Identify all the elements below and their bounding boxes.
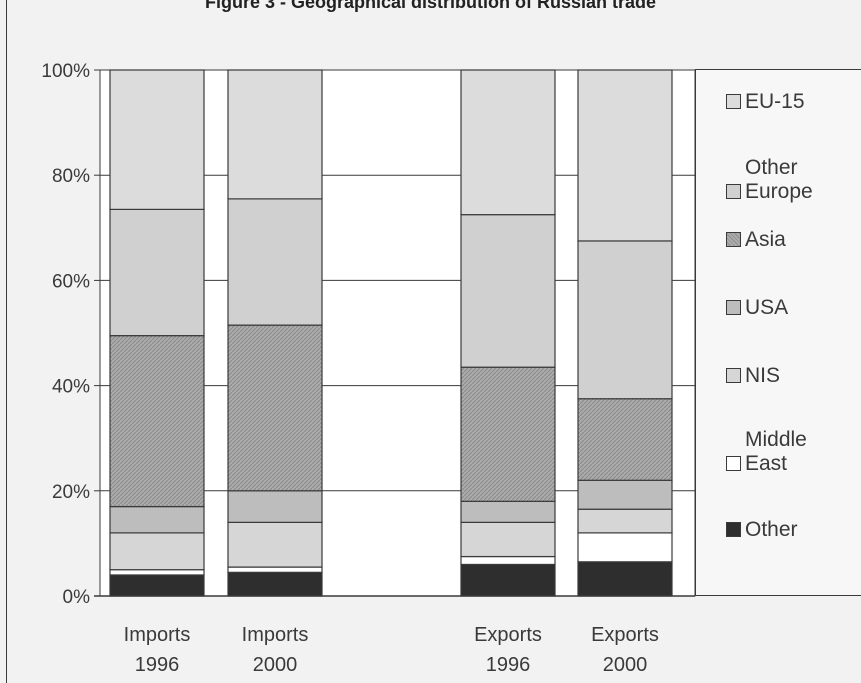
bar-segment-usa bbox=[577, 479, 673, 510]
y-tick-label: 20% bbox=[52, 482, 90, 503]
bar-segment-other bbox=[577, 561, 673, 597]
chart-title: Figure 3 - Geographical distribution of … bbox=[204, 0, 657, 12]
legend-label: Middle East bbox=[745, 428, 807, 475]
legend-swatch bbox=[726, 94, 741, 109]
legend-label: EU-15 bbox=[745, 90, 805, 113]
bar-segment-nis bbox=[577, 508, 673, 534]
legend-swatch bbox=[726, 184, 741, 199]
legend-item: Other Europe bbox=[726, 156, 813, 204]
legend-label: USA bbox=[745, 296, 789, 319]
bar-segment-eu-15 bbox=[109, 69, 205, 210]
bar-segment-middle-east bbox=[109, 569, 205, 576]
bar-segment-usa bbox=[227, 490, 323, 523]
x-tick-label: Imports bbox=[242, 624, 309, 646]
bar-segment-other-europe bbox=[227, 198, 323, 326]
bar-segment-asia bbox=[577, 398, 673, 481]
x-tick-label: Exports bbox=[474, 624, 542, 646]
legend-item: NIS bbox=[726, 364, 780, 388]
legend-label: Other bbox=[745, 518, 798, 541]
x-tick-label: 1996 bbox=[486, 654, 531, 676]
frame-border bbox=[6, 0, 7, 683]
y-tick-label: 60% bbox=[52, 271, 90, 292]
bar-segment-middle-east bbox=[227, 566, 323, 573]
legend-swatch bbox=[726, 368, 741, 383]
bar-segment-asia bbox=[460, 366, 556, 502]
bar-segment-eu-15 bbox=[577, 69, 673, 242]
bar-segment-other bbox=[109, 574, 205, 597]
bar-segment-other-europe bbox=[577, 240, 673, 400]
bar-segment-nis bbox=[109, 532, 205, 571]
y-tick-label: 0% bbox=[63, 587, 91, 608]
bar-segment-other bbox=[227, 571, 323, 597]
x-tick-label: 2000 bbox=[253, 654, 298, 676]
bar-segment-middle-east bbox=[577, 532, 673, 563]
legend-swatch bbox=[726, 456, 741, 471]
x-tick-label: Imports bbox=[124, 624, 191, 646]
legend-label: Asia bbox=[745, 228, 786, 251]
bar-segment-nis bbox=[227, 521, 323, 568]
legend-item: Middle East bbox=[726, 428, 807, 476]
legend-swatch bbox=[726, 232, 741, 247]
bar-segment-eu-15 bbox=[460, 69, 556, 216]
bar-segment-other bbox=[460, 563, 556, 597]
x-tick-label: Exports bbox=[591, 624, 659, 646]
x-tick-label: 1996 bbox=[135, 654, 180, 676]
legend-label: Other Europe bbox=[745, 156, 813, 203]
y-tick-label: 80% bbox=[52, 166, 90, 187]
legend-item: Asia bbox=[726, 228, 786, 252]
legend-swatch bbox=[726, 522, 741, 537]
bar-segment-other-europe bbox=[460, 214, 556, 368]
bar-segment-usa bbox=[109, 505, 205, 534]
bar-segment-nis bbox=[460, 521, 556, 558]
legend-label: NIS bbox=[745, 364, 781, 387]
legend-item: EU-15 bbox=[726, 90, 805, 114]
y-tick-label: 40% bbox=[52, 377, 90, 398]
bar-segment-usa bbox=[460, 500, 556, 523]
y-tick-label: 100% bbox=[41, 61, 90, 82]
bar-segment-asia bbox=[227, 324, 323, 492]
x-tick-label: 2000 bbox=[603, 654, 648, 676]
bar-segment-asia bbox=[109, 335, 205, 508]
legend-swatch bbox=[726, 300, 741, 315]
chart-legend: EU-15 Other Europe Asia USA NIS Middle East Ot… bbox=[695, 69, 861, 596]
bar-segment-eu-15 bbox=[227, 69, 323, 200]
bar-segment-other-europe bbox=[109, 208, 205, 337]
legend-item: Other bbox=[726, 518, 798, 542]
bar-segment-middle-east bbox=[460, 555, 556, 566]
legend-item: USA bbox=[726, 296, 788, 320]
